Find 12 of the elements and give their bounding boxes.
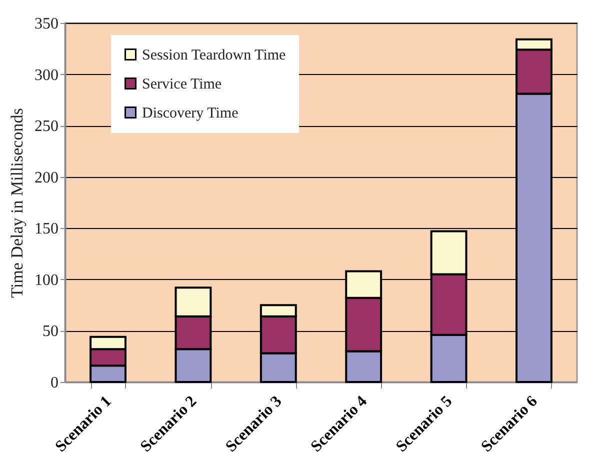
legend-label: Discovery Time: [142, 106, 239, 122]
y-tick-label: 100: [34, 272, 58, 289]
y-tick-label: 200: [34, 169, 58, 186]
y-tick-label: 150: [34, 220, 58, 238]
y-tick-label: 50: [42, 323, 58, 340]
legend-label: Service Time: [142, 76, 222, 92]
legend-label: Session Teardown Time: [142, 48, 286, 64]
y-tick-label: 250: [34, 118, 58, 136]
y-tick-label: 0: [50, 374, 58, 392]
y-tick-label: 300: [34, 66, 58, 84]
y-tick-label: 350: [34, 16, 58, 32]
y-axis-title: Time Delay in Milliseconds: [8, 108, 26, 298]
